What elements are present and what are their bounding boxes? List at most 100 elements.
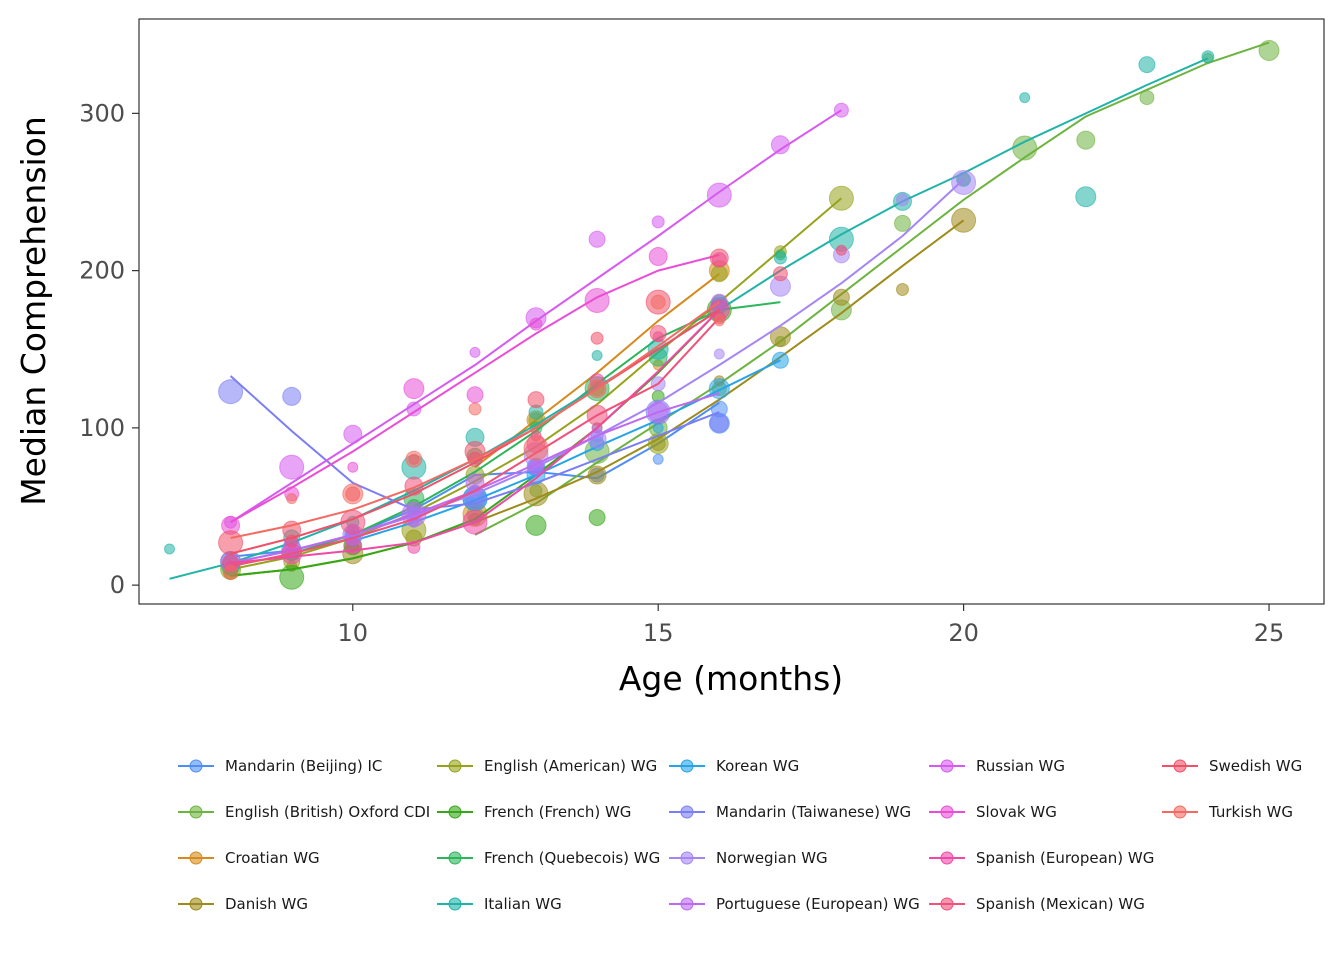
legend-label: Italian WG bbox=[484, 895, 562, 913]
data-point bbox=[1075, 186, 1097, 208]
legend-key-point bbox=[189, 759, 203, 773]
data-point bbox=[466, 386, 484, 404]
legend-key-point bbox=[189, 851, 203, 865]
data-point bbox=[529, 317, 543, 331]
data-point bbox=[405, 450, 423, 468]
data-point bbox=[772, 266, 788, 282]
legend-key-point bbox=[448, 851, 462, 865]
plot-data bbox=[164, 40, 1280, 590]
data-point bbox=[709, 413, 729, 433]
legend-item: Portuguese (European) WG bbox=[669, 895, 920, 913]
data-point bbox=[279, 454, 305, 480]
data-point bbox=[469, 346, 481, 358]
legend-item: Mandarin (Beijing) IC bbox=[178, 757, 382, 775]
legend-item: Turkish WG bbox=[1162, 803, 1293, 821]
legend-item: Mandarin (Taiwanese) WG bbox=[669, 803, 911, 821]
series-13 bbox=[221, 247, 727, 535]
legend-item: Italian WG bbox=[437, 895, 562, 913]
legend-item: English (American) WG bbox=[437, 757, 657, 775]
y-axis-title: Median Comprehension bbox=[14, 116, 53, 506]
series-line bbox=[230, 309, 721, 565]
series-line bbox=[230, 309, 720, 555]
series-line bbox=[230, 253, 720, 524]
data-point bbox=[896, 283, 909, 296]
data-point bbox=[650, 294, 666, 310]
legend-key-point bbox=[448, 805, 462, 819]
legend-key-point bbox=[1173, 759, 1187, 773]
data-point bbox=[713, 315, 725, 327]
plot-panel-border bbox=[138, 18, 1325, 605]
x-tick-label: 20 bbox=[948, 619, 979, 647]
y-tick-label: 300 bbox=[79, 99, 125, 127]
data-point bbox=[649, 325, 667, 342]
series-17 bbox=[223, 294, 725, 580]
legend-label: Spanish (Mexican) WG bbox=[976, 895, 1145, 913]
data-point bbox=[527, 391, 545, 409]
legend-item: French (French) WG bbox=[437, 803, 631, 821]
data-point bbox=[164, 543, 175, 555]
legend: Mandarin (Beijing) IC English (British) O… bbox=[178, 757, 1302, 913]
data-point bbox=[404, 476, 424, 496]
legend-key-point bbox=[680, 897, 694, 911]
legend-item: English (British) Oxford CDI bbox=[178, 803, 430, 821]
data-point bbox=[710, 265, 728, 283]
x-tick-label: 15 bbox=[643, 619, 674, 647]
data-point bbox=[588, 230, 606, 248]
data-point bbox=[709, 248, 729, 268]
legend-label: Spanish (European) WG bbox=[976, 849, 1154, 867]
legend-label: Slovak WG bbox=[976, 803, 1057, 821]
legend-item: Swedish WG bbox=[1162, 757, 1302, 775]
legend-label: Mandarin (Taiwanese) WG bbox=[716, 803, 911, 821]
legend-key-point bbox=[940, 897, 954, 911]
data-point bbox=[523, 435, 549, 461]
legend-key-point bbox=[189, 897, 203, 911]
data-point bbox=[468, 402, 482, 416]
legend-item: Russian WG bbox=[929, 757, 1065, 775]
y-tick-label: 100 bbox=[79, 414, 125, 442]
series-line bbox=[229, 375, 720, 511]
data-point bbox=[282, 386, 302, 406]
data-point bbox=[648, 247, 668, 266]
legend-label: French (Quebecois) WG bbox=[484, 849, 660, 867]
data-point bbox=[706, 182, 732, 208]
data-point bbox=[894, 214, 911, 232]
data-point bbox=[1076, 130, 1096, 150]
legend-label: Danish WG bbox=[225, 895, 308, 913]
x-axis: 10 15 20 25 bbox=[338, 604, 1285, 647]
data-point bbox=[835, 244, 847, 256]
y-axis: 0 100 200 300 bbox=[79, 99, 139, 599]
data-point bbox=[651, 215, 665, 229]
data-point bbox=[403, 378, 425, 400]
legend-key-point bbox=[448, 897, 462, 911]
legend-key-point bbox=[680, 805, 694, 819]
data-point bbox=[832, 288, 850, 306]
legend-label: Mandarin (Beijing) IC bbox=[225, 757, 382, 775]
data-point bbox=[588, 509, 606, 526]
legend-label: Norwegian WG bbox=[716, 849, 828, 867]
series-line bbox=[230, 301, 720, 539]
data-point bbox=[1258, 40, 1280, 61]
y-tick-label: 200 bbox=[79, 257, 125, 285]
data-point bbox=[591, 350, 603, 361]
legend-label: French (French) WG bbox=[484, 803, 631, 821]
legend-key-point bbox=[940, 851, 954, 865]
data-point bbox=[713, 348, 725, 360]
x-tick-label: 10 bbox=[338, 619, 369, 647]
legend-label: Turkish WG bbox=[1208, 803, 1293, 821]
x-tick-label: 25 bbox=[1254, 619, 1285, 647]
legend-label: Korean WG bbox=[716, 757, 799, 775]
data-point bbox=[896, 193, 909, 207]
legend-label: English (British) Oxford CDI bbox=[225, 803, 430, 821]
legend-label: Russian WG bbox=[976, 757, 1065, 775]
y-tick-label: 0 bbox=[110, 571, 125, 599]
legend-item: Norwegian WG bbox=[669, 849, 828, 867]
data-point bbox=[286, 493, 298, 505]
data-point bbox=[465, 473, 485, 493]
data-point bbox=[590, 331, 604, 345]
legend-key-point bbox=[940, 759, 954, 773]
legend-label: English (American) WG bbox=[484, 757, 657, 775]
data-point bbox=[342, 483, 364, 505]
legend-item: Spanish (Mexican) WG bbox=[929, 895, 1145, 913]
